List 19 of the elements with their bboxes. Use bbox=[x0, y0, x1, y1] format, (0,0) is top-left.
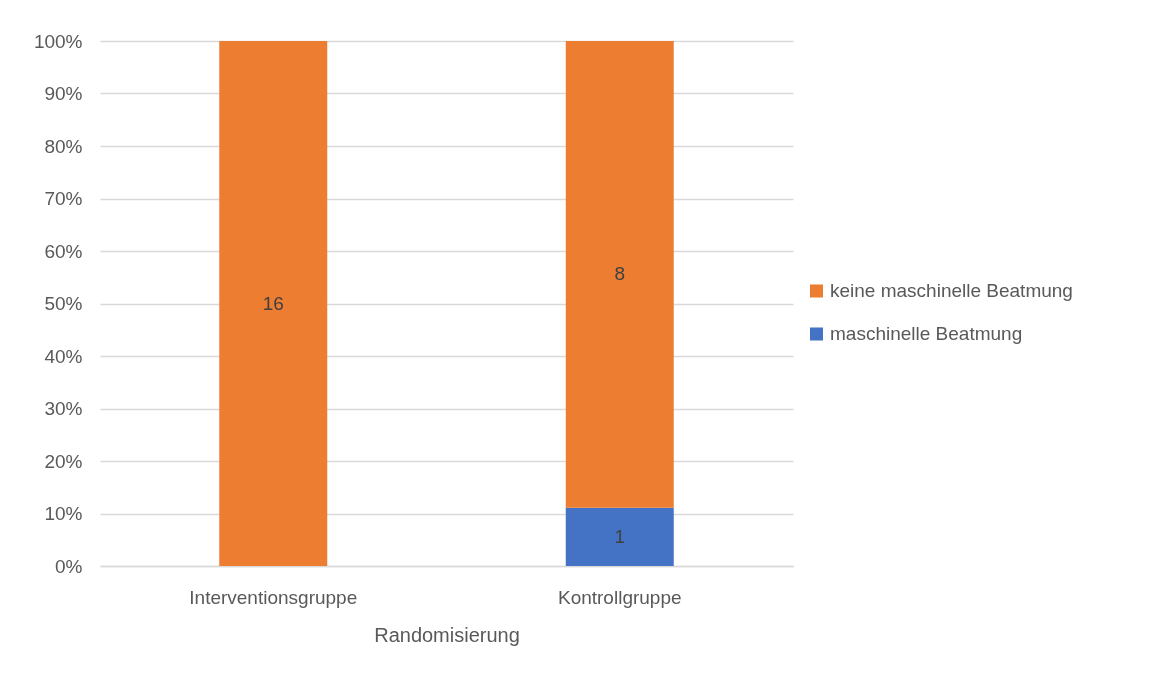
y-tick-label: 40% bbox=[44, 345, 83, 367]
y-tick-label: 50% bbox=[44, 293, 83, 314]
legend-label: maschinelle Beatmung bbox=[830, 323, 1023, 344]
y-tick-label: 70% bbox=[44, 188, 83, 209]
y-tick-label: 60% bbox=[44, 240, 83, 262]
y-tick-label: 0% bbox=[55, 555, 83, 577]
y-tick-label: 80% bbox=[44, 135, 83, 157]
annotation: 8 bbox=[614, 263, 626, 285]
annotation: 1 bbox=[614, 525, 626, 547]
x-tick-label: Interventionsgruppe bbox=[189, 586, 358, 608]
y-tick-label: 100% bbox=[33, 30, 83, 52]
x-axis-title: Randomisierung bbox=[374, 623, 520, 646]
y-tick-label: 10% bbox=[44, 503, 83, 524]
x-tick-label: Kontrollgruppe bbox=[557, 586, 682, 608]
legend-label: keine maschinelle Beatmung bbox=[830, 280, 1073, 301]
y-tick-label: 90% bbox=[44, 83, 83, 104]
y-tick-label: 20% bbox=[44, 450, 83, 472]
y-tick-label: 30% bbox=[44, 398, 83, 419]
annotation: 16 bbox=[262, 292, 284, 314]
